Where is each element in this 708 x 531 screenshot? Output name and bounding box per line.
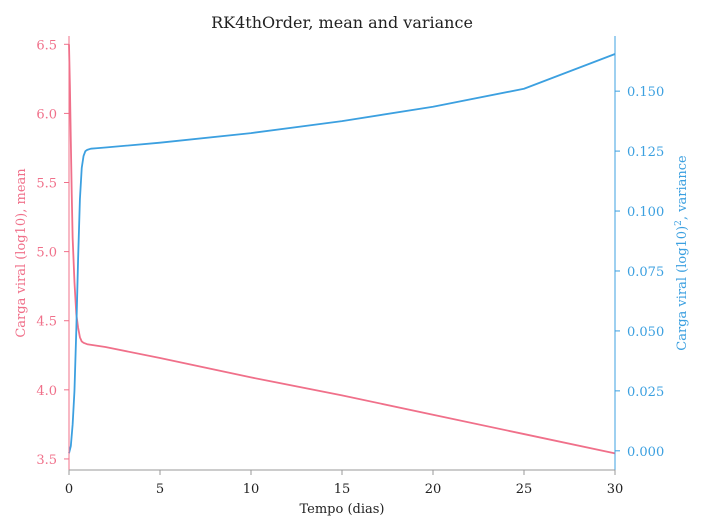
right-y-axis-label-sup: 2 xyxy=(674,220,684,226)
x-tick-label: 20 xyxy=(425,482,442,497)
variance-series-line xyxy=(68,53,616,454)
left-tick-label: 6.0 xyxy=(36,107,57,122)
right-y-axis: 0.000 0.025 0.050 0.075 0.100 0.125 0.150 xyxy=(614,36,664,470)
left-tick-label: 5.0 xyxy=(36,246,57,261)
right-y-axis-label-tail: , variance xyxy=(675,155,690,220)
right-tick-label: 0.100 xyxy=(627,205,664,220)
left-tick-label: 6.5 xyxy=(36,38,57,53)
left-tick-label: 4.5 xyxy=(36,315,57,330)
x-axis: 0 5 10 15 20 25 30 xyxy=(65,469,624,497)
left-tick-label: 3.5 xyxy=(36,453,57,468)
chart-title: RK4thOrder, mean and variance xyxy=(211,13,473,32)
right-tick-label: 0.150 xyxy=(627,85,664,100)
right-tick-label: 0.050 xyxy=(627,325,664,340)
left-tick-label: 5.5 xyxy=(36,177,57,192)
left-tick-label: 4.0 xyxy=(36,384,57,399)
right-tick-label: 0.000 xyxy=(627,445,664,460)
left-y-axis: 3.5 4.0 4.5 5.0 5.5 6.0 6.5 xyxy=(36,36,70,470)
series-layer xyxy=(68,44,616,455)
x-tick-label: 0 xyxy=(65,482,73,497)
x-tick-label: 25 xyxy=(516,482,533,497)
x-tick-label: 30 xyxy=(607,482,624,497)
right-tick-label: 0.125 xyxy=(627,145,664,160)
right-tick-label: 0.075 xyxy=(627,265,664,280)
x-tick-label: 15 xyxy=(334,482,351,497)
mean-series-line xyxy=(68,44,616,455)
left-y-axis-label: Carga viral (log10), mean xyxy=(14,168,29,338)
right-y-axis-label: Carga viral (log10)2, variance xyxy=(674,155,690,351)
x-axis-label: Tempo (dias) xyxy=(299,502,384,517)
right-tick-label: 0.025 xyxy=(627,385,664,400)
x-tick-label: 5 xyxy=(156,482,164,497)
right-y-axis-label-main: Carga viral (log10) xyxy=(675,226,690,351)
x-tick-label: 10 xyxy=(243,482,260,497)
